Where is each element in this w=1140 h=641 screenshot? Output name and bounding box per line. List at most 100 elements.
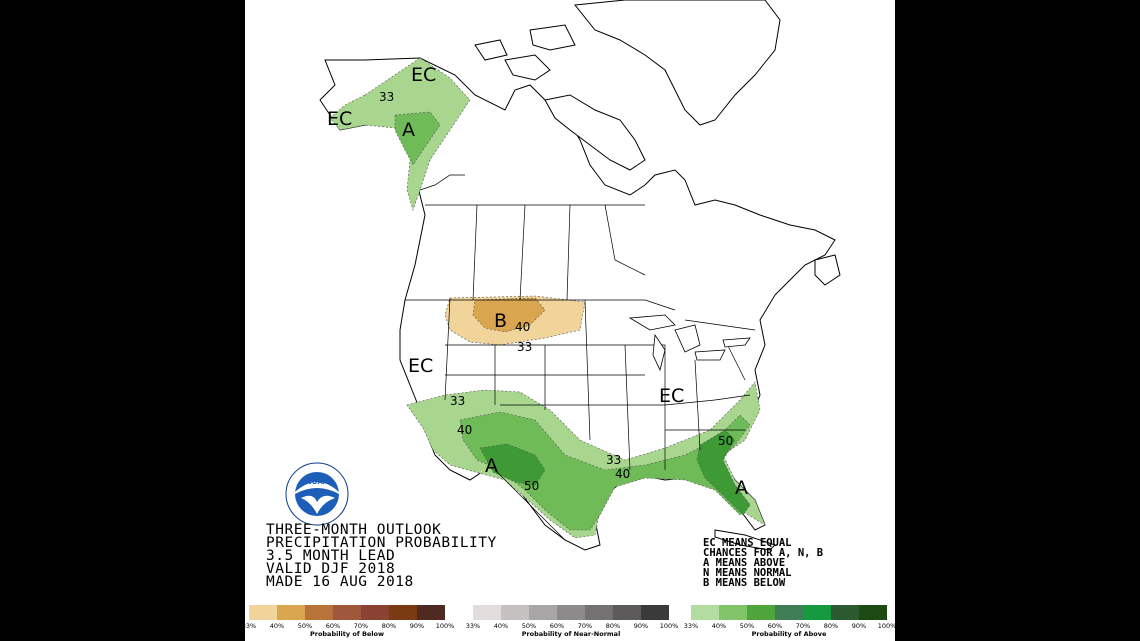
legend-normal-swatch [473, 605, 501, 620]
state-province-borders [405, 174, 756, 541]
label-a-alaska: A [402, 119, 415, 141]
legend-above-swatch [803, 605, 831, 620]
note-line: CHANCES FOR A, N, B [703, 547, 824, 559]
legend-normal-tick: 70% [577, 622, 593, 630]
probability-shading [329, 57, 766, 539]
label-ec-alaska: EC [411, 64, 437, 86]
cuba-outline [714, 529, 776, 551]
label-50-carolina: 50 [718, 434, 734, 448]
legend-above-tick: 40% [711, 622, 727, 630]
legend-above: 33% 40% 50% 60% 70% 80% 90% 100% Probability of… [684, 605, 895, 641]
title-line: VALID DJF 2018 [266, 561, 396, 577]
arctic-island-1 [504, 54, 551, 81]
legend-below-tick: 70% [353, 622, 369, 630]
legend-above-tick: 50% [739, 622, 755, 630]
note-line: B MEANS BELOW [703, 577, 786, 589]
legend-normal-swatch [613, 605, 641, 620]
great-lakes [628, 314, 751, 372]
legend-normal-swatches [473, 605, 669, 620]
legend-above-swatch [719, 605, 747, 620]
legend-above-swatch [747, 605, 775, 620]
newfoundland-outline [814, 254, 841, 286]
southwest-above-50 [479, 443, 546, 486]
legend-normal-swatch [557, 605, 585, 620]
label-50-texas: 50 [524, 479, 540, 493]
outlook-title-block: THREE-MONTH OUTLOOK PRECIPITATION PROBAB… [266, 522, 497, 590]
label-33-alaska: 33 [379, 90, 395, 104]
baffin-island-outline [544, 94, 646, 171]
legend-below-swatch [333, 605, 361, 620]
arctic-island-2 [529, 24, 576, 51]
legend-normal-tick: 100% [659, 622, 679, 630]
label-40-southwest: 40 [457, 423, 473, 437]
legend-above-swatch [831, 605, 859, 620]
legend-normal-tick: 50% [521, 622, 537, 630]
legend-normal-ticks: 33% 40% 50% 60% 70% 80% 90% 100% [466, 620, 679, 630]
title-line: THREE-MONTH OUTLOOK [266, 522, 442, 538]
legend-below-tick: 100% [435, 622, 455, 630]
legend-below-tick: 33% [245, 622, 257, 630]
legend-above-swatches [691, 605, 887, 620]
note-line: N MEANS NORMAL [703, 567, 792, 579]
legend-below-swatches [249, 605, 445, 620]
legend-below-swatch [277, 605, 305, 620]
arctic-island-3 [474, 39, 508, 61]
legend-above-swatch [691, 605, 719, 620]
note-line: A MEANS ABOVE [703, 557, 786, 569]
legend-below-tick: 40% [269, 622, 285, 630]
legend-above-tick: 100% [877, 622, 895, 630]
title-line: PRECIPITATION PROBABILITY [266, 535, 497, 551]
legend-above-tick: 80% [823, 622, 839, 630]
legend-normal-tick: 80% [605, 622, 621, 630]
legend-above-tick: 90% [851, 622, 867, 630]
label-b-plains: B [494, 310, 508, 332]
label-33-southwest: 33 [450, 394, 466, 408]
north-america-map [319, 0, 841, 551]
legend-below-swatch [361, 605, 389, 620]
label-40-plains: 40 [515, 320, 531, 334]
legend-normal-swatch [501, 605, 529, 620]
legend-normal-swatch [641, 605, 669, 620]
legend-above-swatch [775, 605, 803, 620]
legend-normal-swatch [585, 605, 613, 620]
label-33-plains: 33 [517, 340, 533, 354]
legend-above-tick: 70% [795, 622, 811, 630]
legend-below-swatch [389, 605, 417, 620]
plains-below-40 [472, 297, 546, 333]
legend-above-tick: 60% [767, 622, 783, 630]
alaska-above-40 [394, 111, 441, 166]
legend-below-title: Probability of Below [309, 630, 385, 638]
note-line: EC MEANS EQUAL [703, 537, 792, 549]
legend-below-tick: 60% [325, 622, 341, 630]
legend-below-tick: 50% [297, 622, 313, 630]
outlook-panel: EC 33 EC A B 40 33 EC 33 40 A 50 EC 33 4… [245, 0, 895, 641]
legend-below-swatch [417, 605, 445, 620]
legend-normal-swatch [529, 605, 557, 620]
alaska-above-33 [329, 57, 471, 211]
legend-below-swatch [249, 605, 277, 620]
legend-normal-tick: 33% [465, 622, 481, 630]
legend-normal-tick: 60% [549, 622, 565, 630]
noaa-logo: NOAA [285, 462, 349, 526]
legend-normal-tick: 90% [633, 622, 649, 630]
legend-below-tick: 80% [381, 622, 397, 630]
legend-normal-title: Probability of Near-Normal [521, 630, 621, 638]
greenland-outline [574, 0, 781, 126]
label-33-gulf: 33 [606, 453, 622, 467]
legend-normal-tick: 40% [493, 622, 509, 630]
legend-below-tick: 90% [409, 622, 425, 630]
title-line: MADE 16 AUG 2018 [266, 574, 414, 590]
legend-above-tick: 33% [683, 622, 699, 630]
label-ec-east: EC [659, 385, 685, 407]
label-ec-west: EC [408, 355, 434, 377]
label-a-southwest: A [485, 455, 498, 477]
legend-above-ticks: 33% 40% 50% 60% 70% 80% 90% 100% [684, 620, 895, 630]
legend-normal: 33% 40% 50% 60% 70% 80% 90% 100% Probability of… [466, 605, 679, 641]
legend-above-title: Probability of Above [751, 630, 827, 638]
southeast-above-50 [696, 429, 751, 516]
legend-below-swatch [305, 605, 333, 620]
label-a-florida: A [735, 477, 748, 499]
title-line: 3.5 MONTH LEAD [266, 548, 396, 564]
legend-below: 33% 40% 50% 60% 70% 80% 90% 100% Probability of… [245, 605, 454, 641]
legend-below-ticks: 33% 40% 50% 60% 70% 80% 90% 100% [245, 620, 454, 630]
